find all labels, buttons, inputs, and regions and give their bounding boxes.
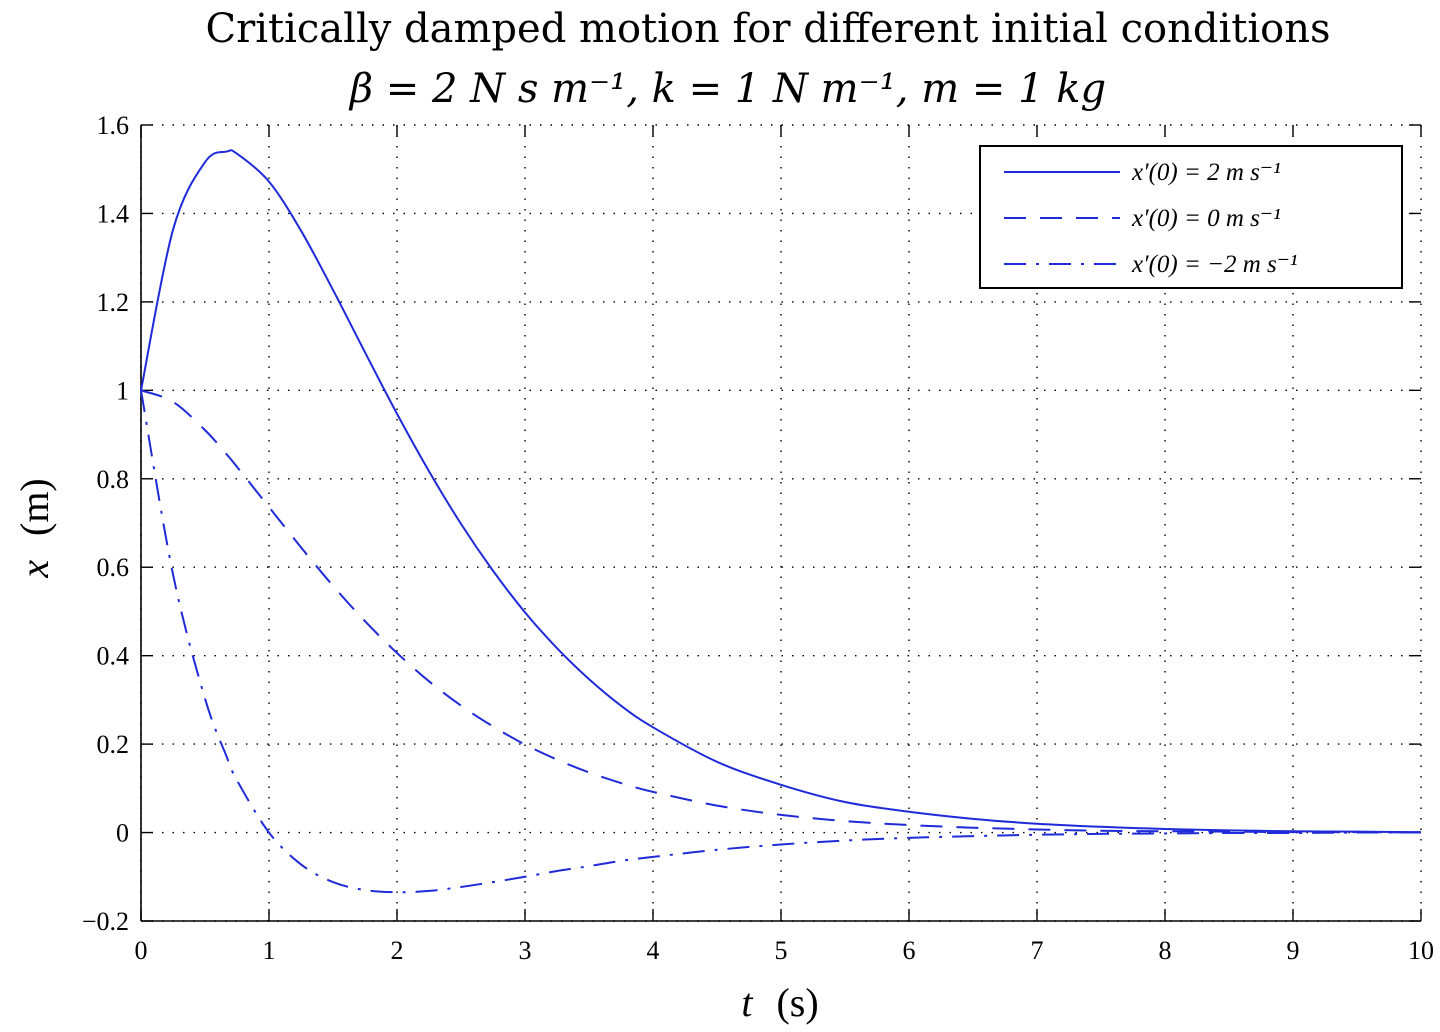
chart-title-group: Critically damped motion for different i…: [206, 6, 1331, 112]
x-axis-variable: t: [741, 980, 753, 1025]
y-tick-label: 0.2: [97, 730, 130, 759]
x-tick-label: 6: [903, 936, 916, 965]
x-tick-label: 3: [519, 936, 532, 965]
chart-subtitle: β = 2 N s m⁻¹, k = 1 N m⁻¹, m = 1 kg: [348, 66, 1106, 112]
y-tick-label: 1.2: [97, 288, 130, 317]
y-tick-label: 1: [116, 376, 129, 405]
x-tick-label: 4: [647, 936, 660, 965]
axes: [140, 124, 1422, 922]
x-tick-label: 8: [1159, 936, 1172, 965]
x-tick-label: 9: [1287, 936, 1300, 965]
series-line-3: [140, 390, 1422, 894]
legend-label-2: x′(0) = 0 m s⁻¹: [1131, 205, 1281, 232]
axis-labels: t (s) x (m): [12, 478, 819, 1025]
x-tick-label: 7: [1031, 936, 1044, 965]
y-tick-label: 0.8: [97, 465, 130, 494]
x-axis-unit: (s): [776, 980, 818, 1025]
x-tick-label: 0: [135, 936, 148, 965]
x-tick-label: 5: [775, 936, 788, 965]
y-axis-variable: x: [12, 560, 57, 579]
legend: x′(0) = 2 m s⁻¹ x′(0) = 0 m s⁻¹ x′(0) = −2…: [979, 145, 1403, 289]
y-tick-label: 0.6: [97, 553, 130, 582]
x-tick-label: 1: [263, 936, 276, 965]
legend-label-1: x′(0) = 2 m s⁻¹: [1131, 159, 1281, 186]
legend-label-3: x′(0) = −2 m s⁻¹: [1131, 251, 1297, 278]
x-tick-label: 2: [391, 936, 404, 965]
chart-title: Critically damped motion for different i…: [206, 6, 1331, 52]
tick-labels: 0 1 2 3 4 5 6 7 8 9 10−0.200.20.40.60.811.21.41.6: [82, 111, 1434, 965]
x-tick-label: 10: [1408, 936, 1434, 965]
y-tick-label: 1.4: [97, 199, 130, 228]
y-tick-label: 0.4: [97, 642, 130, 671]
y-tick-label: 0: [116, 819, 129, 848]
series-lines: [140, 149, 1422, 894]
series-line-1: [140, 149, 1422, 834]
x-axis-label: t (s): [741, 980, 818, 1025]
y-tick-label: −0.2: [82, 907, 129, 936]
y-axis-label: x (m): [12, 478, 57, 579]
y-tick-label: 1.6: [97, 111, 130, 140]
y-axis-unit: (m): [12, 478, 57, 536]
